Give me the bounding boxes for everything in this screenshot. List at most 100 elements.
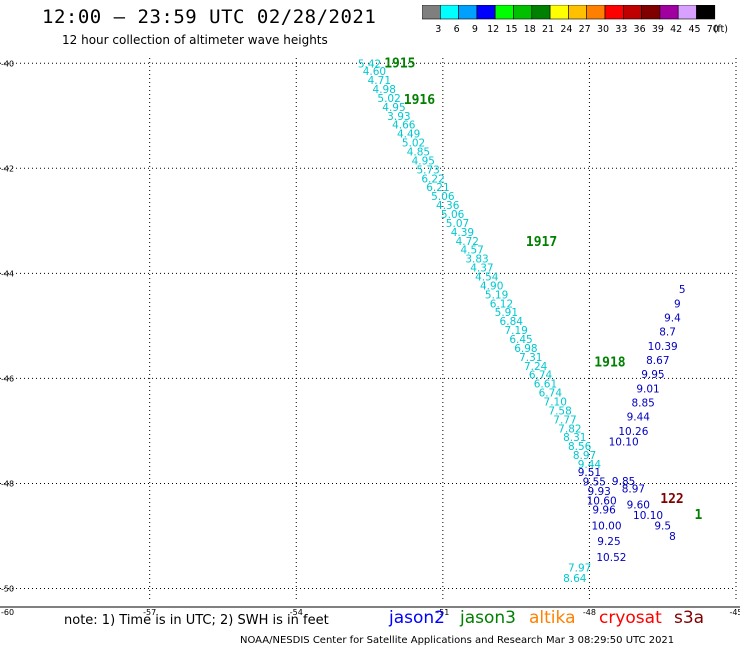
wave-height-point: 6.98 — [514, 343, 537, 355]
color-scale-tick: 24 — [560, 24, 572, 35]
wave-height-point: 6.22 — [421, 173, 444, 185]
wave-height-point: 6.84 — [500, 316, 524, 328]
wave-height-point: 5.91 — [495, 307, 518, 319]
wave-height-point: 5.02 — [402, 138, 425, 150]
wave-height-point: 5.06 — [431, 191, 455, 203]
wave-height-point: 8 — [669, 531, 676, 543]
y-tick-label: -44 — [1, 269, 14, 278]
x-tick-label: -48 — [583, 608, 596, 617]
color-scale-tick: 18 — [524, 24, 536, 35]
wave-height-point: 10.00 — [591, 520, 621, 532]
wave-height-point: 8.97 — [573, 450, 596, 462]
color-scale-tick: 3 — [435, 24, 441, 35]
wave-height-point: 10.60 — [587, 495, 617, 507]
y-tick-label: -40 — [1, 59, 14, 68]
wave-height-point: 9.25 — [597, 536, 620, 548]
wave-height-point: 4.72 — [456, 236, 479, 248]
time-annotation: 122 — [660, 492, 683, 507]
wave-height-point: 6.74 — [539, 388, 563, 400]
wave-height-point: 9.01 — [636, 383, 659, 395]
wave-height-point: 8.85 — [631, 398, 654, 410]
wave-height-point: 7.19 — [504, 325, 527, 337]
wave-height-point: 6.12 — [490, 298, 513, 310]
satellite-label-s3a: s3a — [674, 608, 705, 628]
wave-height-point: 5 — [679, 284, 686, 296]
time-annotation: 1 — [694, 508, 702, 523]
wave-height-point: 4.54 — [475, 272, 499, 284]
y-tick-label: -46 — [1, 374, 14, 383]
wave-height-point: 5.02 — [377, 93, 400, 105]
color-scale-tick: 27 — [579, 24, 591, 35]
wave-height-point: 8.7 — [659, 327, 676, 339]
x-tick-label: -51 — [436, 608, 449, 617]
color-scale-tick: 6 — [454, 24, 460, 35]
wave-height-point: 7.82 — [558, 423, 581, 435]
x-tick-label: -45 — [729, 608, 740, 617]
wave-height-point: 4.60 — [363, 66, 386, 78]
wave-height-point: 6.61 — [534, 379, 557, 391]
wave-height-point: 6.45 — [509, 334, 532, 346]
wave-height-point: 8.97 — [622, 484, 645, 496]
wave-height-point: 10.52 — [596, 552, 626, 564]
color-scale-tick: 45 — [688, 24, 700, 35]
wave-height-point: 8.67 — [646, 355, 669, 367]
y-tick-label: -42 — [1, 164, 14, 173]
wave-height-point: 9.96 — [592, 505, 616, 517]
footer-note: note: 1) Time is in UTC; 2) SWH is in fe… — [64, 613, 329, 628]
wave-height-point: 4.37 — [470, 263, 493, 275]
wave-height-point: 9.51 — [578, 467, 601, 479]
wave-height-point: 9.93 — [587, 486, 610, 498]
x-tick-label: -57 — [143, 608, 156, 617]
wave-height-point: 4.57 — [460, 245, 483, 257]
time-annotation: 1918 — [594, 356, 625, 371]
color-scale-tick: 9 — [472, 24, 478, 35]
wave-height-point: 5.42 — [358, 58, 381, 70]
color-scale-tick: 42 — [670, 24, 682, 35]
wave-height-point: 8.31 — [563, 432, 586, 444]
wave-height-point: 6.21 — [426, 182, 449, 194]
time-annotation: 1916 — [404, 93, 435, 108]
chart-title: 12:00 – 23:59 UTC 02/28/2021 — [42, 6, 377, 28]
wave-height-point: 4.39 — [451, 227, 474, 239]
credit-line: NOAA/NESDIS Center for Satellite Applica… — [240, 635, 675, 646]
wave-height-point: 9.4 — [664, 312, 681, 324]
wave-height-point: 8.64 — [563, 573, 587, 585]
wave-height-point: 7.24 — [524, 361, 548, 373]
y-tick-label: -50 — [1, 584, 14, 593]
color-scale-tick: 30 — [597, 24, 609, 35]
time-annotation: 1915 — [384, 56, 415, 71]
wave-height-point: 7.10 — [544, 397, 567, 409]
color-scale-tick: 36 — [634, 24, 646, 35]
wave-height-point: 4.95 — [412, 155, 435, 167]
wave-height-point: 5.07 — [446, 218, 469, 230]
color-scale-tick: 12 — [487, 24, 499, 35]
wave-height-point: 7.77 — [553, 414, 576, 426]
x-tick-label: -54 — [290, 608, 303, 617]
color-scale-tick: 21 — [542, 24, 554, 35]
time-annotation: 1917 — [526, 235, 557, 250]
satellite-label-altika: altika — [529, 608, 576, 628]
wave-height-point: 9.55 — [583, 476, 606, 488]
wave-height-point: 5.19 — [485, 289, 508, 301]
wave-height-point: 9.85 — [612, 476, 635, 488]
wave-height-point: 7.97 — [568, 562, 591, 574]
wave-height-point: 10.26 — [618, 426, 648, 438]
color-scale-tick: 70 — [707, 24, 719, 35]
wave-height-point: 9.60 — [627, 499, 650, 511]
wave-height-point: 4.36 — [436, 200, 460, 212]
wave-height-point: 4.85 — [407, 146, 430, 158]
wave-height-point: 4.98 — [373, 84, 396, 96]
color-swatch — [696, 5, 716, 20]
satellite-label-cryosat: cryosat — [599, 608, 662, 628]
wave-height-point: 9.5 — [654, 520, 671, 532]
wave-height-point: 4.95 — [382, 102, 405, 114]
wave-height-point: 4.49 — [397, 129, 420, 141]
satellite-label-jason2: jason2 — [389, 608, 445, 628]
wave-height-point: 5.73 — [416, 164, 439, 176]
wave-height-point: 7.31 — [519, 352, 542, 364]
color-scale-unit: (ft) — [714, 24, 728, 35]
wave-height-point: 4.66 — [392, 120, 416, 132]
wave-height-point: 10.39 — [648, 341, 678, 353]
wave-height-point: 10.10 — [609, 436, 639, 448]
